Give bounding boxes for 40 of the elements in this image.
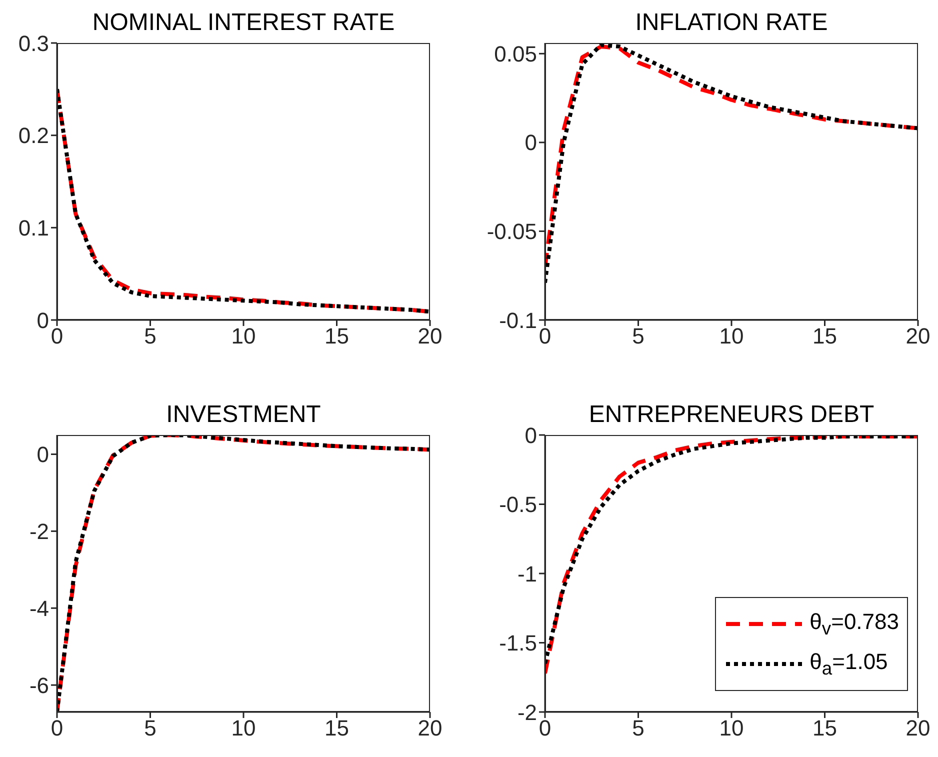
y-tick-label: -0.1: [499, 308, 537, 333]
x-tick-label: 10: [231, 324, 256, 349]
y-tick-label: 0: [524, 422, 537, 448]
x-tick-label: 10: [719, 716, 744, 741]
x-tick-label: 15: [812, 324, 837, 349]
x-tick-label: 20: [906, 324, 930, 349]
x-tick-label: 10: [231, 716, 256, 741]
y-tick-label: -1: [517, 561, 537, 586]
legend-label: θ$_{a}$=1.05: [810, 648, 888, 680]
y-tick-label: -0.05: [486, 219, 537, 244]
y-tick-label: -2: [517, 700, 537, 725]
y-tick-label: 0.1: [18, 215, 49, 240]
x-tick-label: 5: [144, 716, 156, 741]
y-tick-label: 0.3: [18, 30, 49, 56]
chart-title: INFLATION RATE: [634, 9, 829, 37]
y-tick-label: -4: [29, 596, 49, 621]
y-tick-label: -1.5: [499, 630, 537, 656]
x-tick-label: 20: [418, 716, 442, 741]
x-tick-label: 5: [632, 716, 644, 741]
chart-title: NOMINAL INTEREST RATE: [92, 9, 395, 36]
y-tick-label: -2: [29, 518, 49, 544]
x-tick-label: 10: [719, 324, 744, 349]
y-tick-label: 0: [36, 308, 49, 333]
x-tick-label: 5: [144, 324, 156, 349]
legend-label: θ$_{v}$=0.783: [810, 608, 899, 640]
x-tick-label: 15: [812, 716, 837, 741]
x-tick-label: 15: [324, 324, 349, 349]
x-tick-label: 5: [632, 324, 644, 349]
y-tick-label: -6: [29, 672, 49, 698]
line-series: [57, 87, 430, 314]
y-tick-label: 0.2: [18, 123, 49, 148]
x-tick-label: 15: [324, 716, 349, 741]
chart-title: INVESTMENT: [165, 401, 322, 429]
y-tick-label: -0.5: [499, 492, 537, 518]
x-tick-label: 20: [906, 716, 930, 741]
x-tick-label: 20: [418, 324, 442, 349]
y-tick-label: 0.05: [494, 41, 537, 66]
chart-title: ENTREPRENEURS DEBT: [588, 401, 874, 428]
y-tick-label: 0: [36, 442, 49, 468]
y-tick-label: 0: [524, 130, 537, 156]
